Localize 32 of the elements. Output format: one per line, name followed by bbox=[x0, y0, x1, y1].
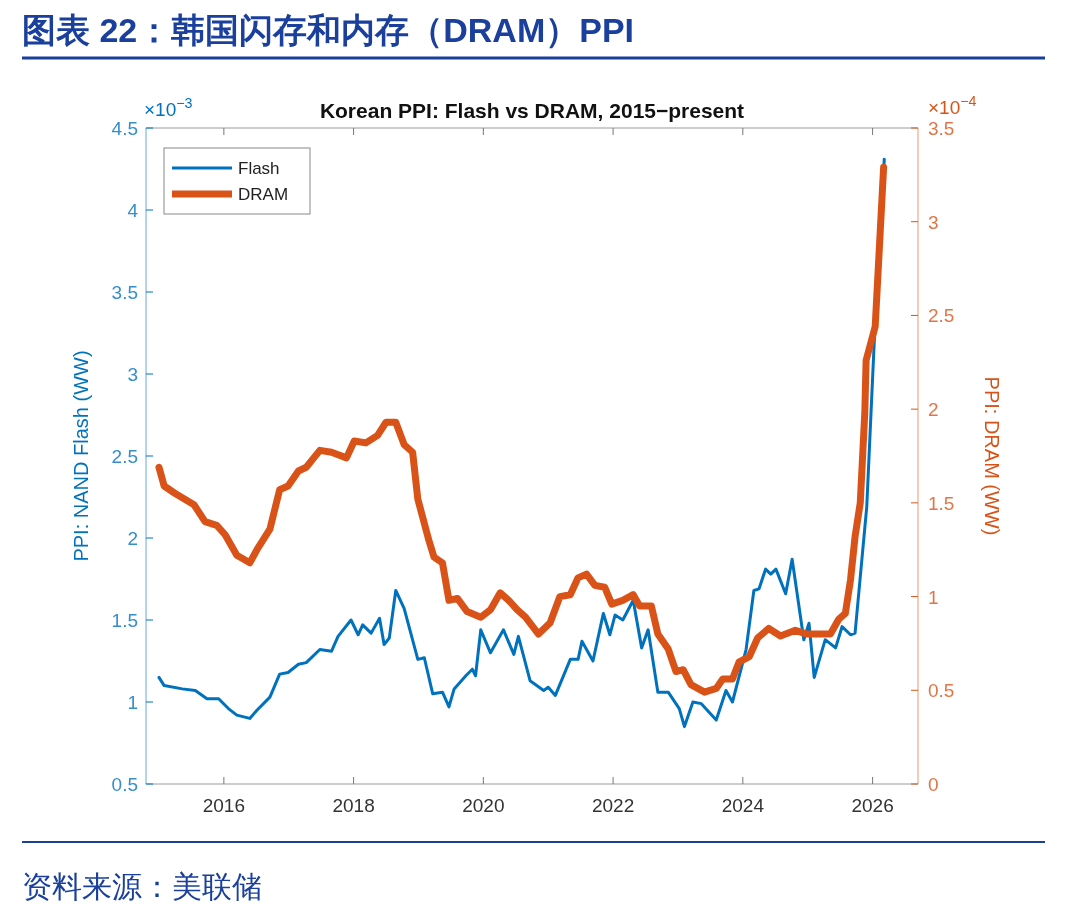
x-tick-label: 2022 bbox=[591, 795, 635, 816]
y2-tick-label: 2 bbox=[928, 399, 939, 421]
text: ×10$^{−4}$ bbox=[928, 93, 977, 118]
y-tick-label: 2 bbox=[127, 528, 138, 549]
y2-tick-label: 2.5 bbox=[928, 305, 955, 327]
y-tick-label: 4.5 bbox=[111, 118, 138, 139]
x-tick-label: 2016 bbox=[202, 795, 245, 816]
legend-label: DRAM bbox=[238, 185, 289, 204]
y-tick-label: 4 bbox=[127, 200, 139, 221]
y2-tick-label: 3.5 bbox=[928, 118, 955, 139]
y2-tick-label: 0 bbox=[928, 774, 939, 795]
x-tick-label: 2026 bbox=[851, 795, 894, 816]
x-tick-label: 2020 bbox=[462, 795, 505, 816]
y-tick-label: 1.5 bbox=[111, 610, 138, 631]
y-tick-label: 2.5 bbox=[111, 446, 138, 467]
y2-tick-label: 3 bbox=[928, 211, 939, 233]
x-tick-label: 2018 bbox=[332, 795, 375, 816]
y2-tick-label: 1.5 bbox=[928, 492, 955, 514]
y-axis-title: PPI: NAND Flash (WW) bbox=[70, 350, 92, 562]
chart-subtitle: Korean PPI: Flash vs DRAM, 2015−present bbox=[319, 99, 745, 122]
y2-tick-label: 1 bbox=[928, 586, 939, 608]
y-tick-label: 3.5 bbox=[111, 282, 138, 303]
y2-tick-label: 0.5 bbox=[928, 680, 955, 702]
y-tick-label: 0.5 bbox=[111, 774, 138, 795]
chart-title: 图表 22：韩国闪存和内存（DRAM）PPI bbox=[22, 11, 635, 49]
text: ×10$^{−3}$ bbox=[144, 95, 193, 120]
legend-label: Flash bbox=[238, 159, 280, 178]
y-tick-label: 3 bbox=[127, 364, 138, 385]
x-tick-label: 2024 bbox=[721, 795, 765, 816]
y-tick-label: 1 bbox=[127, 692, 138, 713]
y2-axis-title: PPI: DRAM (WW) bbox=[981, 376, 1003, 536]
text: 资料来源：美联储 bbox=[22, 870, 262, 903]
